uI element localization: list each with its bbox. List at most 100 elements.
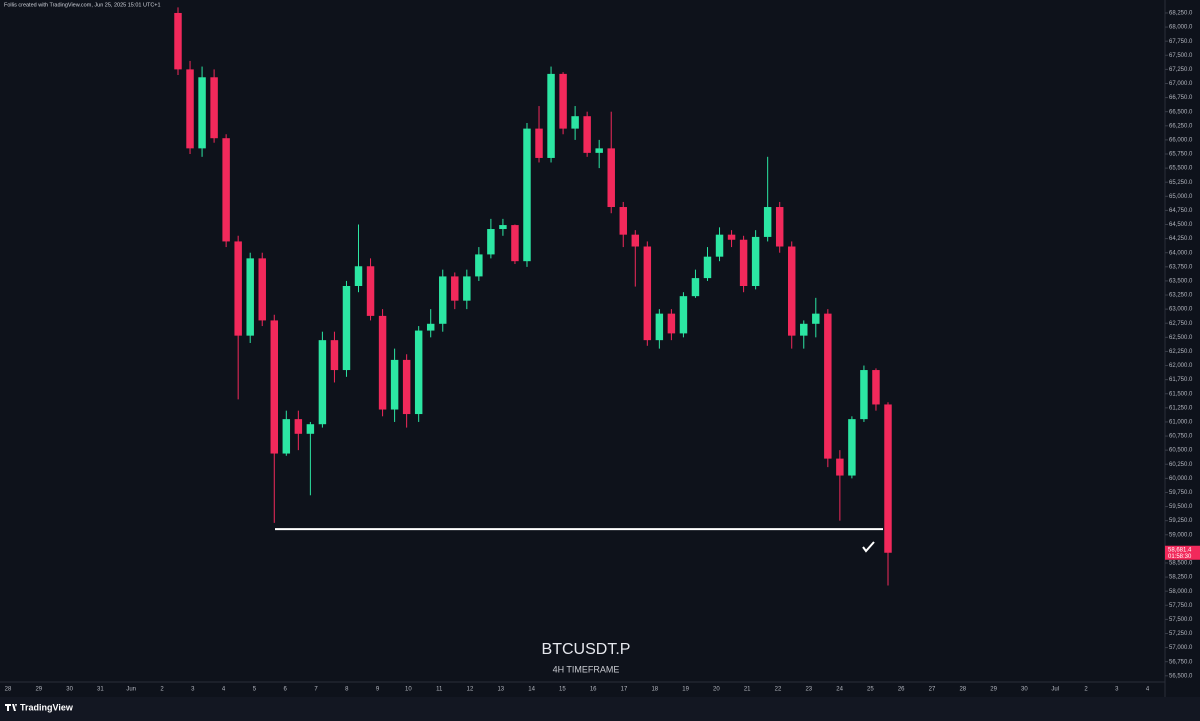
y-tick-label: 60,250.0 (1169, 462, 1193, 468)
x-tick-label: 4 (222, 687, 226, 693)
x-tick-label: 31 (97, 687, 104, 693)
candle-body (282, 419, 291, 454)
y-tick-label: 62,500.0 (1169, 335, 1193, 341)
last-price-label: 58,681.4 (1168, 547, 1192, 553)
x-tick-label: 11 (436, 687, 443, 693)
x-tick-label: 23 (805, 687, 812, 693)
y-tick-label: 67,250.0 (1169, 67, 1193, 73)
x-tick-label: 21 (744, 687, 751, 693)
x-tick-label: 10 (405, 687, 412, 693)
y-tick-label: 66,250.0 (1169, 123, 1193, 129)
y-tick-label: 57,250.0 (1169, 631, 1193, 637)
candles (174, 7, 892, 586)
candle-body (354, 266, 363, 286)
x-tick-label: 25 (867, 687, 874, 693)
y-tick-label: 66,750.0 (1169, 95, 1193, 101)
y-tick-label: 65,000.0 (1169, 194, 1193, 200)
candle-body (499, 225, 507, 230)
candle-body (836, 458, 844, 476)
y-tick-label: 65,250.0 (1169, 180, 1193, 186)
y-tick-label: 64,750.0 (1169, 208, 1193, 214)
candle-body (258, 258, 266, 321)
y-tick-label: 65,750.0 (1169, 152, 1193, 158)
y-tick-label: 56,500.0 (1169, 673, 1193, 679)
candle-body (607, 148, 615, 208)
y-tick-label: 61,750.0 (1169, 377, 1193, 383)
candle-body (571, 116, 579, 129)
candle-body (751, 236, 760, 286)
y-tick-label: 68,000.0 (1169, 25, 1193, 31)
check-mark (862, 541, 875, 553)
candle-body (559, 73, 567, 129)
y-tick-label: 63,750.0 (1169, 264, 1193, 270)
x-tick-label: 9 (376, 687, 380, 693)
last-price-tag (1165, 545, 1200, 560)
y-tick-label: 59,250.0 (1169, 518, 1193, 524)
candle-body (619, 207, 627, 235)
candle-body (763, 207, 772, 237)
x-tick-label: 2 (160, 687, 164, 693)
candle-body (186, 69, 194, 149)
candle-body (860, 370, 868, 420)
y-tick-label: 63,000.0 (1169, 307, 1193, 313)
brand-name: TradingView (20, 702, 74, 712)
candle-body (715, 234, 724, 257)
candle-body (198, 77, 206, 149)
y-tick-label: 68,250.0 (1169, 11, 1193, 17)
candle-body (174, 12, 182, 70)
x-tick-label: 29 (990, 687, 997, 693)
x-tick-label: 15 (559, 687, 566, 693)
candle-body (884, 404, 892, 553)
candle-body (210, 77, 218, 139)
candle-body (342, 286, 351, 371)
x-tick-label: 18 (651, 687, 658, 693)
candle-body (727, 234, 736, 240)
candle-body (547, 73, 555, 158)
candle-body (318, 340, 327, 425)
x-tick-label: 17 (621, 687, 628, 693)
candle-body (800, 323, 808, 336)
x-tick-label: 3 (191, 687, 195, 693)
y-tick-label: 58,000.0 (1169, 589, 1193, 595)
y-tick-label: 59,000.0 (1169, 532, 1193, 538)
candle-body (812, 313, 820, 324)
candle-body (523, 128, 531, 262)
candle-body (463, 276, 471, 301)
candle-body (222, 138, 230, 242)
y-tick-label: 64,250.0 (1169, 236, 1193, 242)
candle-body (378, 315, 387, 410)
y-tick-label: 67,500.0 (1169, 53, 1193, 59)
x-tick-label: 19 (682, 687, 689, 693)
y-tick-label: 64,000.0 (1169, 250, 1193, 256)
y-tick-label: 61,000.0 (1169, 420, 1193, 426)
x-tick-label: 22 (775, 687, 782, 693)
x-tick-label: 14 (528, 687, 535, 693)
y-tick-label: 67,750.0 (1169, 39, 1193, 45)
x-tick-label: 24 (836, 687, 843, 693)
x-tick-label: 12 (467, 687, 474, 693)
x-tick-label: 26 (898, 687, 905, 693)
candle-body (234, 241, 242, 336)
candle-body (848, 419, 856, 476)
x-tick-label: 28 (959, 687, 966, 693)
y-tick-label: 61,500.0 (1169, 391, 1193, 397)
candle-body (824, 313, 832, 459)
y-tick-label: 57,000.0 (1169, 645, 1193, 651)
x-tick-label: 20 (713, 687, 720, 693)
attribution: Follis created with TradingView.com, Jun… (4, 2, 161, 8)
candle-body (402, 359, 411, 415)
x-tick-label: 5 (253, 687, 257, 693)
y-tick-label: 63,500.0 (1169, 279, 1193, 285)
x-tick-label: 6 (284, 687, 288, 693)
candle-body (667, 313, 676, 334)
candle-body (691, 278, 700, 297)
x-tick-label: 30 (1021, 687, 1028, 693)
y-tick-label: 62,750.0 (1169, 321, 1193, 327)
x-tick-label: 2 (1084, 687, 1088, 693)
candle-body (451, 276, 459, 301)
brand-logo: TradingView (5, 702, 74, 712)
x-tick-label: 28 (5, 687, 12, 693)
